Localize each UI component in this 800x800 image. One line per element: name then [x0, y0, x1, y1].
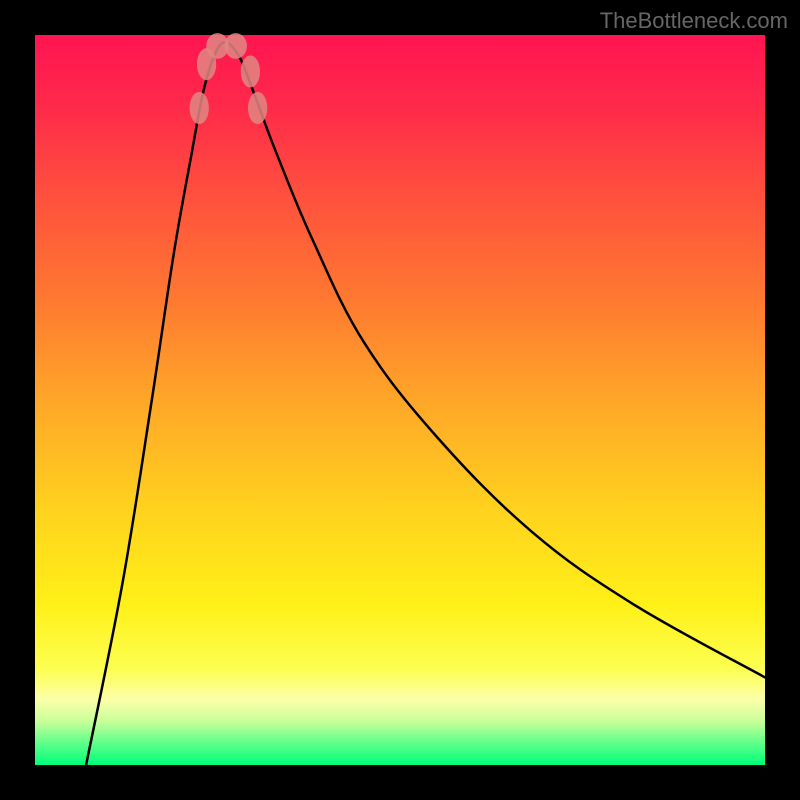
data-marker: [225, 33, 247, 59]
watermark-text: TheBottleneck.com: [600, 8, 788, 34]
data-marker: [241, 55, 260, 87]
chart-background: [35, 35, 765, 765]
chart-container: [0, 0, 800, 800]
data-marker: [248, 92, 267, 124]
data-marker: [190, 92, 209, 124]
chart-svg: [0, 0, 800, 800]
